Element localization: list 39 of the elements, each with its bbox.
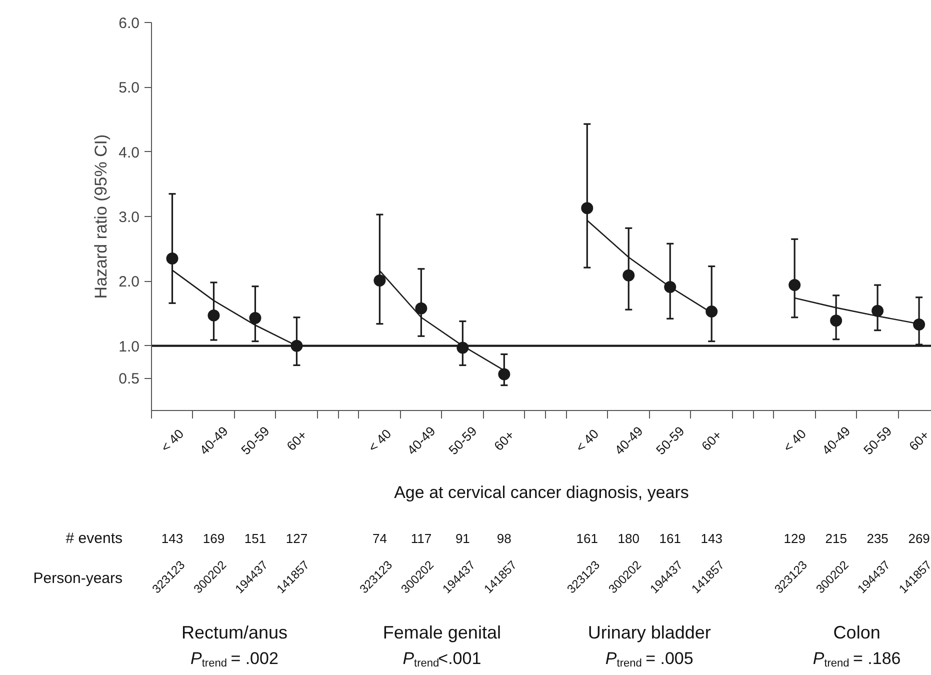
text: Urinary bladder (588, 622, 711, 642)
y-tick-label: 0.5 (118, 370, 140, 388)
text: 269 (908, 531, 930, 546)
x-axis-title: Age at cervical cancer diagnosis, years (394, 483, 689, 502)
y-tick-label: 1.0 (118, 338, 140, 356)
text: 117 (410, 531, 432, 546)
text: Colon (833, 622, 880, 642)
text: Rectum/anus (181, 622, 288, 642)
text: 143 (161, 531, 184, 546)
text: 180 (618, 531, 640, 546)
text: 129 (784, 531, 806, 546)
y-tick-label: 3.0 (118, 209, 140, 226)
text: 98 (496, 531, 512, 546)
x-tick-label: 60+ (491, 427, 518, 454)
x-tick-label: 60+ (284, 427, 310, 454)
text: Female genital (382, 622, 501, 642)
x-tick-label: 60+ (698, 427, 725, 454)
text: 127 (286, 531, 308, 546)
text: 161 (576, 531, 598, 546)
x-tick-label: < 40 (158, 426, 187, 455)
x-tick-label: 60+ (906, 427, 931, 454)
text: 74 (372, 531, 387, 546)
text: 151 (244, 531, 266, 546)
x-tick-label: < 40 (780, 426, 809, 455)
text: # events (66, 530, 123, 547)
text: 215 (825, 531, 847, 546)
text: Person-years (33, 570, 122, 587)
x-tick-label: < 40 (572, 426, 602, 455)
text: 143 (700, 531, 722, 546)
x-tick-label: < 40 (365, 426, 394, 455)
y-tick-label: 5.0 (118, 80, 140, 97)
y-tick-label: 6.0 (118, 15, 140, 32)
text: 235 (866, 531, 888, 546)
y-axis-title: Hazard ratio (95% CI) (92, 134, 111, 299)
text: 161 (659, 531, 681, 546)
text: 91 (455, 531, 470, 546)
y-tick-label: 4.0 (118, 144, 140, 162)
text: 169 (202, 531, 225, 546)
y-tick-label: 2.0 (118, 274, 140, 291)
